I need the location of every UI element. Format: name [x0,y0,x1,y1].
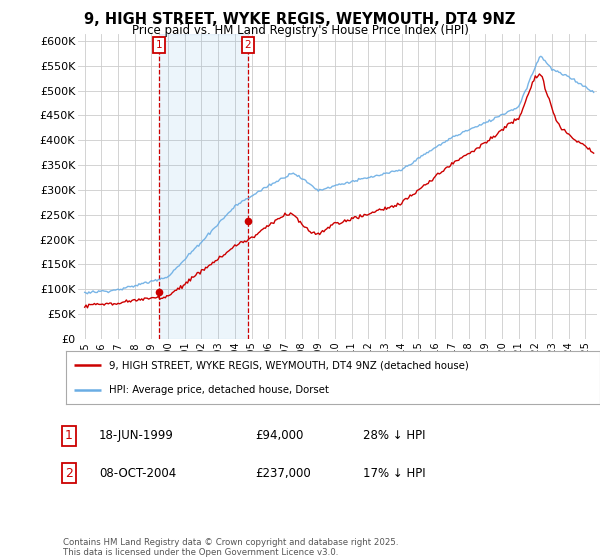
Text: 9, HIGH STREET, WYKE REGIS, WEYMOUTH, DT4 9NZ: 9, HIGH STREET, WYKE REGIS, WEYMOUTH, DT… [85,12,515,27]
Text: HPI: Average price, detached house, Dorset: HPI: Average price, detached house, Dors… [109,385,329,395]
Text: £94,000: £94,000 [255,429,304,442]
Text: 28% ↓ HPI: 28% ↓ HPI [363,429,425,442]
Text: 1: 1 [65,429,73,442]
Text: 9, HIGH STREET, WYKE REGIS, WEYMOUTH, DT4 9NZ (detached house): 9, HIGH STREET, WYKE REGIS, WEYMOUTH, DT… [109,361,469,371]
Text: Contains HM Land Registry data © Crown copyright and database right 2025.
This d: Contains HM Land Registry data © Crown c… [63,538,398,557]
Text: 18-JUN-1999: 18-JUN-1999 [99,429,174,442]
Text: 2: 2 [244,40,251,50]
Text: 08-OCT-2004: 08-OCT-2004 [99,466,176,480]
Text: Price paid vs. HM Land Registry's House Price Index (HPI): Price paid vs. HM Land Registry's House … [131,24,469,37]
Text: 17% ↓ HPI: 17% ↓ HPI [363,466,425,480]
Text: 2: 2 [65,466,73,480]
Bar [159,34,248,339]
Text: £237,000: £237,000 [255,466,311,480]
Text: 1: 1 [156,40,163,50]
